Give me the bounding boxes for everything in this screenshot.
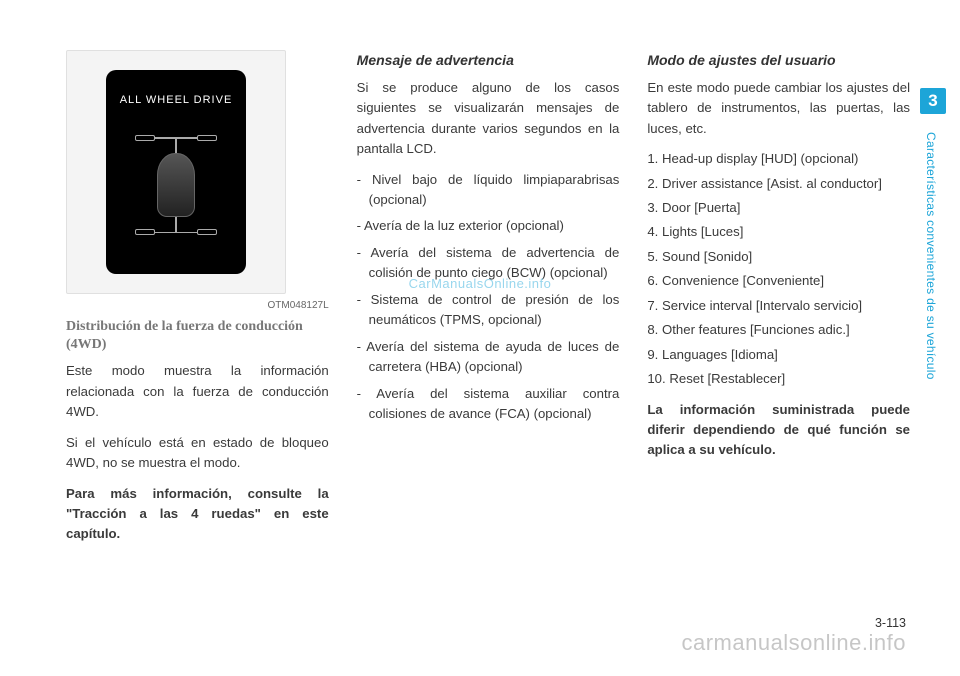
col3-item: 1. Head-up display [HUD] (opcional) <box>647 149 910 169</box>
col3-numbered-list: 1. Head-up display [HUD] (opcional) 2. D… <box>647 149 910 390</box>
col2-bullet: Sistema de control de presión de los neu… <box>357 290 620 331</box>
car-body-icon <box>157 153 195 217</box>
page-number: 3-113 <box>875 616 906 630</box>
col1-para2: Si el vehículo está en estado de bloqueo… <box>66 433 329 474</box>
col2-bullet: Nivel bajo de líquido limpiapara­brisas … <box>357 170 620 211</box>
wheel-rear-right <box>197 229 217 235</box>
column-2: Mensaje de advertencia Si se produce alg… <box>357 50 620 555</box>
figure-awd-display: ALL WHEEL DRIVE <box>66 50 286 294</box>
figure-code: OTM048127L <box>66 298 329 314</box>
col3-item: 5. Sound [Sonido] <box>647 247 910 267</box>
col3-item: 2. Driver assistance [Asist. al conducto… <box>647 174 910 194</box>
col3-item: 8. Other features [Funciones adic.] <box>647 320 910 340</box>
col3-intro: En este modo puede cambiar los ajustes d… <box>647 78 910 139</box>
col1-para3: Para más información, consulte la "Tracc… <box>66 484 329 545</box>
chapter-tab: 3 <box>920 88 946 114</box>
watermark-bottom: carmanualsonline.info <box>681 630 906 656</box>
col2-bullet: Avería de la luz exterior (opcional) <box>357 216 620 236</box>
awd-diagram <box>131 125 221 245</box>
col3-item: 9. Languages [Idioma] <box>647 345 910 365</box>
col2-bullet: Avería del sistema de advertencia de col… <box>357 243 620 284</box>
content-columns: ALL WHEEL DRIVE OTM048127L Distribución … <box>66 50 910 555</box>
col1-subheading: Distribución de la fuerza de conducción … <box>66 318 329 356</box>
col3-item: 6. Convenience [Conveniente] <box>647 271 910 291</box>
col3-item: 10. Reset [Restablecer] <box>647 369 910 389</box>
column-3: Modo de ajustes del usuario En este modo… <box>647 50 910 555</box>
col3-footnote: La información suministrada puede diferi… <box>647 400 910 461</box>
column-1: ALL WHEEL DRIVE OTM048127L Distribución … <box>66 50 329 555</box>
col3-item: 4. Lights [Luces] <box>647 222 910 242</box>
manual-page: ALL WHEEL DRIVE OTM048127L Distribución … <box>0 0 960 676</box>
col3-title: Modo de ajustes del usuario <box>647 50 910 72</box>
col3-item: 7. Service interval [Intervalo servicio] <box>647 296 910 316</box>
wheel-rear-left <box>135 229 155 235</box>
col2-bullet: Avería del sistema de ayuda de luces de … <box>357 337 620 378</box>
chapter-side-label: Características convenientes de su vehíc… <box>924 132 938 552</box>
screen-title: ALL WHEEL DRIVE <box>120 92 233 109</box>
col2-title: Mensaje de advertencia <box>357 50 620 72</box>
wheel-front-left <box>135 135 155 141</box>
col1-para1: Este modo muestra la información relacio… <box>66 361 329 422</box>
col2-bullet: Avería del sistema auxiliar contra colis… <box>357 384 620 425</box>
col2-bullet-list: Nivel bajo de líquido limpiapara­brisas … <box>357 170 620 425</box>
vehicle-screen: ALL WHEEL DRIVE <box>106 70 246 274</box>
col2-intro: Si se produce alguno de los casos siguie… <box>357 78 620 160</box>
col3-item: 3. Door [Puerta] <box>647 198 910 218</box>
wheel-front-right <box>197 135 217 141</box>
